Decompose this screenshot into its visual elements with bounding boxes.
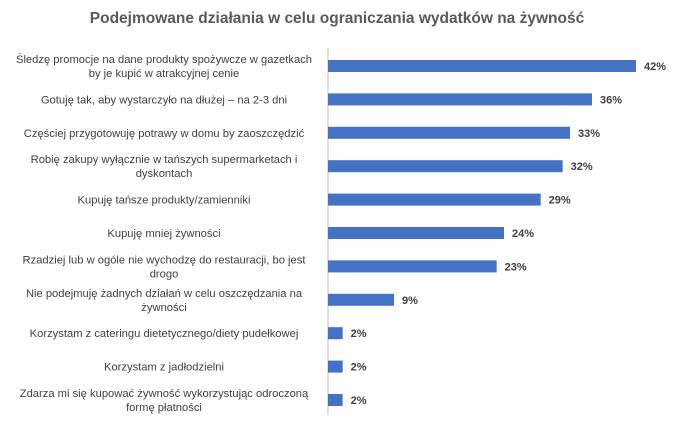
category-label: Korzystam z jadłodzielni — [104, 362, 224, 374]
category-label-line: Gotuję tak, aby wystarczyło na dłużej – … — [41, 94, 287, 106]
data-label: 9% — [402, 295, 418, 307]
category-label-line: dyskontach — [136, 168, 193, 180]
data-label: 24% — [512, 228, 534, 240]
bar — [328, 327, 343, 340]
chart-title: Podejmowane działania w celu ograniczani… — [89, 10, 585, 27]
bar — [328, 93, 592, 106]
category-label-line: Zdarza mi się kupować żywność wykorzystu… — [20, 388, 309, 400]
bar — [328, 360, 343, 373]
category-label: Korzystam z cateringu dietetycznego/diet… — [30, 328, 299, 340]
category-label-line: drogo — [150, 268, 179, 280]
category-label: Zdarza mi się kupować żywność wykorzystu… — [20, 388, 309, 414]
data-label: 2% — [351, 395, 367, 407]
bar — [328, 394, 343, 406]
category-label-line: żywności — [141, 302, 186, 314]
bar — [328, 193, 541, 206]
category-label: Rzadziej lub w ogóle nie wychodzę do res… — [23, 254, 307, 280]
category-label-line: Korzystam z jadłodzielni — [104, 362, 224, 374]
data-label: 42% — [644, 61, 666, 73]
data-label: 33% — [578, 128, 600, 140]
category-label-line: Nie podejmuję żadnych działań w celu osz… — [26, 288, 303, 300]
category-label-line: Śledzę promocje na dane produkty spożywc… — [16, 53, 312, 66]
bar — [328, 160, 563, 173]
category-label-line: Kupuję mniej żywności — [107, 228, 220, 240]
category-label-line: Rzadziej lub w ogóle nie wychodzę do res… — [23, 254, 307, 266]
data-label: 36% — [600, 94, 622, 106]
data-label: 23% — [505, 261, 527, 273]
bar — [328, 260, 497, 273]
category-label-line: Kupuję tańsze produkty/zamienniki — [78, 195, 251, 207]
category-label-line: Częściej przygotowuję potrawy w domu by … — [24, 128, 305, 140]
category-label: Kupuję mniej żywności — [107, 228, 220, 240]
data-label: 2% — [351, 328, 367, 340]
data-label: 29% — [549, 195, 571, 207]
category-label-line: formę płatności — [126, 402, 202, 414]
category-label: Śledzę promocje na dane produkty spożywc… — [16, 53, 312, 80]
data-label: 2% — [351, 362, 367, 374]
category-label: Nie podejmuję żadnych działań w celu osz… — [26, 288, 303, 314]
category-label-line: Korzystam z cateringu dietetycznego/diet… — [30, 328, 299, 340]
bar — [328, 293, 394, 306]
category-label: Kupuję tańsze produkty/zamienniki — [78, 195, 251, 207]
category-label: Częściej przygotowuję potrawy w domu by … — [24, 128, 305, 140]
bar — [328, 126, 570, 139]
data-label: 32% — [571, 161, 593, 173]
category-label-line: by je kupić w atrakcyjnej cenie — [89, 68, 239, 80]
category-label-line: Robię zakupy wyłącznie w tańszych superm… — [31, 154, 298, 166]
category-label: Gotuję tak, aby wystarczyło na dłużej – … — [41, 94, 287, 106]
category-label: Robię zakupy wyłącznie w tańszych superm… — [31, 154, 298, 180]
bar — [328, 227, 504, 239]
bar — [328, 60, 636, 72]
